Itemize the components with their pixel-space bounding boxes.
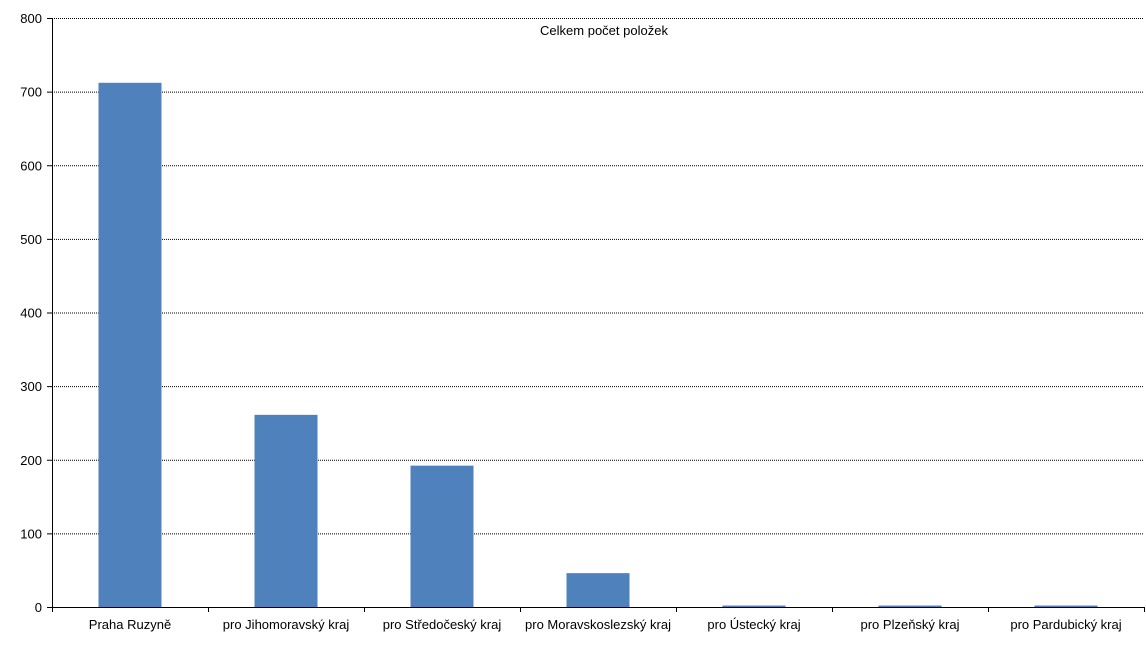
y-tick-label: 0 xyxy=(35,600,42,615)
bar xyxy=(878,605,942,607)
y-tick-label: 800 xyxy=(20,11,42,26)
y-tick-label: 600 xyxy=(20,158,42,173)
y-tick-label: 700 xyxy=(20,85,42,100)
category-labels: Praha Ruzyně pro Jihomoravský kraj pro Stř… xyxy=(89,617,1122,632)
category-label: pro Středočeský kraj xyxy=(383,617,502,632)
y-tick-labels: 0 100 200 300 400 500 600 700 800 xyxy=(20,11,42,615)
bar xyxy=(98,82,162,608)
category-label: pro Jihomoravský kraj xyxy=(223,617,350,632)
y-tick-label: 100 xyxy=(20,526,42,541)
y-tick-label: 200 xyxy=(20,453,42,468)
gridlines xyxy=(52,18,1144,535)
bar xyxy=(566,573,630,607)
chart-title: Celkem počet položek xyxy=(540,23,668,38)
y-tick-label: 300 xyxy=(20,379,42,394)
y-tick-label: 400 xyxy=(20,306,42,321)
category-label: pro Moravskoslezský kraj xyxy=(525,617,671,632)
bar xyxy=(254,414,318,607)
category-label: Praha Ruzyně xyxy=(89,617,171,632)
category-label: pro Plzeňský kraj xyxy=(861,617,960,632)
category-label: pro Pardubický kraj xyxy=(1010,617,1121,632)
category-label: pro Ústecký kraj xyxy=(707,617,800,632)
axes xyxy=(47,18,1145,612)
bar xyxy=(410,465,474,607)
bars xyxy=(98,82,1098,608)
y-tick-label: 500 xyxy=(20,232,42,247)
bar xyxy=(1034,605,1098,607)
bar xyxy=(722,605,786,607)
